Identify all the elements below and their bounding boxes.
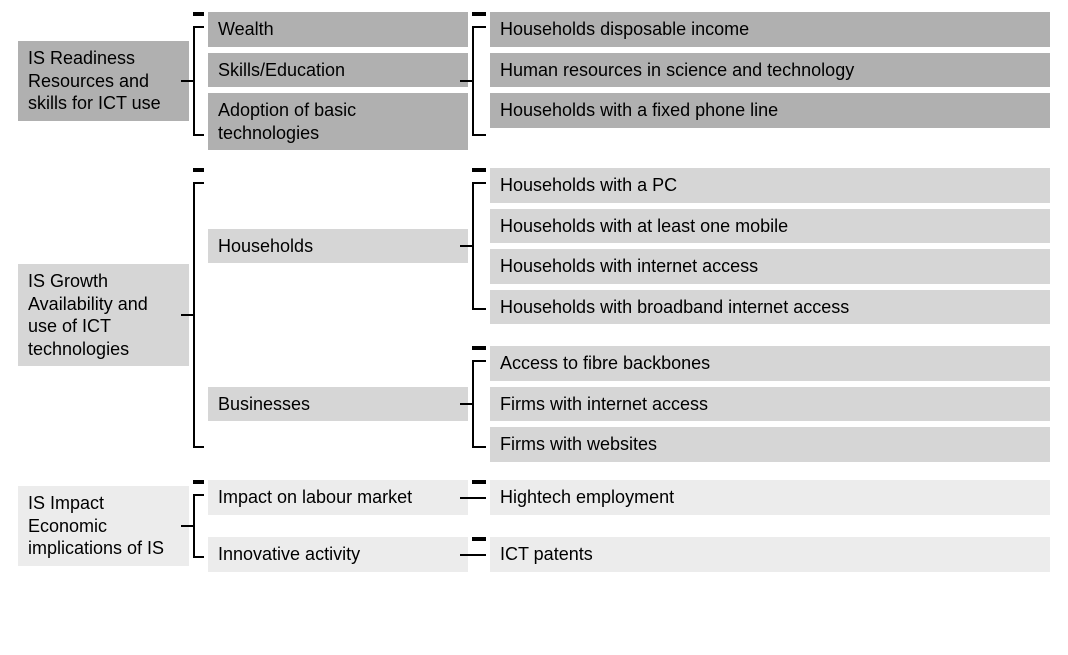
section-growth: IS Growth Availability and use of ICT te… <box>18 168 1050 462</box>
group-readiness-0: Wealth Skills/Education Adoption of basic … <box>208 12 1050 150</box>
bracket-root-growth <box>189 168 208 462</box>
bracket-mid-impact-1 <box>468 537 490 572</box>
root-growth: IS Growth Availability and use of ICT te… <box>18 264 189 366</box>
bracket-root-impact <box>189 480 208 572</box>
leaf-growth-1-2: Firms with websites <box>490 427 1050 462</box>
leaf-growth-1-0: Access to fibre backbones <box>490 346 1050 381</box>
bracket-mid-growth-0 <box>468 168 490 324</box>
is-indicators-tree: IS Readiness Resources and skills for IC… <box>18 12 1050 572</box>
leaf-growth-1-1: Firms with internet access <box>490 387 1050 422</box>
section-impact: IS Impact Economic implications of IS Imp… <box>18 480 1050 572</box>
leaf-growth-0-0: Households with a PC <box>490 168 1050 203</box>
mid-readiness-0-1: Skills/Education <box>208 53 468 88</box>
mid-growth-0-0: Households <box>208 229 468 264</box>
leaf-impact-1-0: ICT patents <box>490 537 1050 572</box>
leaf-readiness-0-2: Households with a fixed phone line <box>490 93 1050 128</box>
mid-readiness-0-0: Wealth <box>208 12 468 47</box>
mid-impact-1-0: Innovative activity <box>208 537 468 572</box>
bracket-mid-growth-1 <box>468 346 490 462</box>
section-readiness: IS Readiness Resources and skills for IC… <box>18 12 1050 150</box>
leaf-growth-0-1: Households with at least one mobile <box>490 209 1050 244</box>
bracket-mid-readiness-0 <box>468 12 490 150</box>
group-impact-1: Innovative activity ICT patents <box>208 537 1050 572</box>
leaf-growth-0-2: Households with internet access <box>490 249 1050 284</box>
mid-readiness-0-2: Adoption of basic technologies <box>208 93 468 150</box>
mid-growth-1-0: Businesses <box>208 387 468 422</box>
bracket-mid-impact-0 <box>468 480 490 515</box>
group-impact-0: Impact on labour market Hightech employme… <box>208 480 1050 515</box>
mid-impact-0-0: Impact on labour market <box>208 480 468 515</box>
bracket-root-readiness <box>189 12 208 150</box>
group-growth-1: Businesses Access to fibre backbones Firms… <box>208 346 1050 462</box>
group-growth-0: Households Households with a PC Households… <box>208 168 1050 324</box>
leaf-readiness-0-0: Households disposable income <box>490 12 1050 47</box>
leaf-impact-0-0: Hightech employment <box>490 480 1050 515</box>
root-readiness: IS Readiness Resources and skills for IC… <box>18 41 189 121</box>
leaf-growth-0-3: Households with broadband internet acces… <box>490 290 1050 325</box>
leaf-readiness-0-1: Human resources in science and technolog… <box>490 53 1050 88</box>
root-impact: IS Impact Economic implications of IS <box>18 486 189 566</box>
